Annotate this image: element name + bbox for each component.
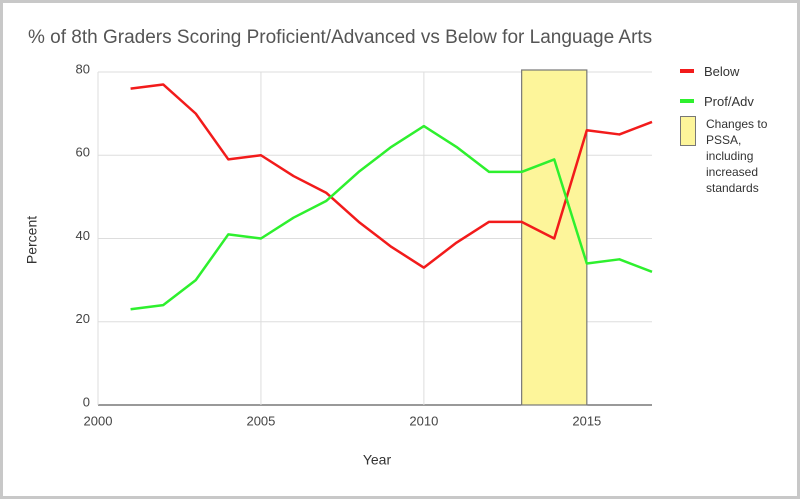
legend-swatch <box>680 116 696 146</box>
x-tick-label: 2005 <box>246 413 275 428</box>
legend-item: Prof/Adv <box>680 94 774 110</box>
legend-item: Below <box>680 64 774 80</box>
legend-label: Changes to PSSA, including increased sta… <box>706 117 768 195</box>
x-tick-label: 2015 <box>572 413 601 428</box>
legend-swatch <box>680 99 694 103</box>
legend-item: Changes to PSSA, including increased sta… <box>680 116 772 196</box>
y-axis-label: Percent <box>24 216 40 264</box>
y-tick-label: 80 <box>76 61 90 76</box>
chart-title: % of 8th Graders Scoring Proficient/Adva… <box>28 27 652 48</box>
series-line <box>130 124 653 311</box>
series-line <box>130 83 653 269</box>
y-tick-label: 20 <box>76 311 90 326</box>
legend-label: Below <box>704 64 740 79</box>
y-tick-label: 60 <box>76 145 90 160</box>
legend-swatch <box>680 69 694 73</box>
y-tick-label: 40 <box>76 228 90 243</box>
x-tick-label: 2000 <box>84 413 113 428</box>
legend-label: Prof/Adv <box>704 94 754 109</box>
y-tick-label: 0 <box>83 394 90 409</box>
x-tick-label: 2010 <box>409 413 438 428</box>
x-axis-label: Year <box>363 452 392 468</box>
